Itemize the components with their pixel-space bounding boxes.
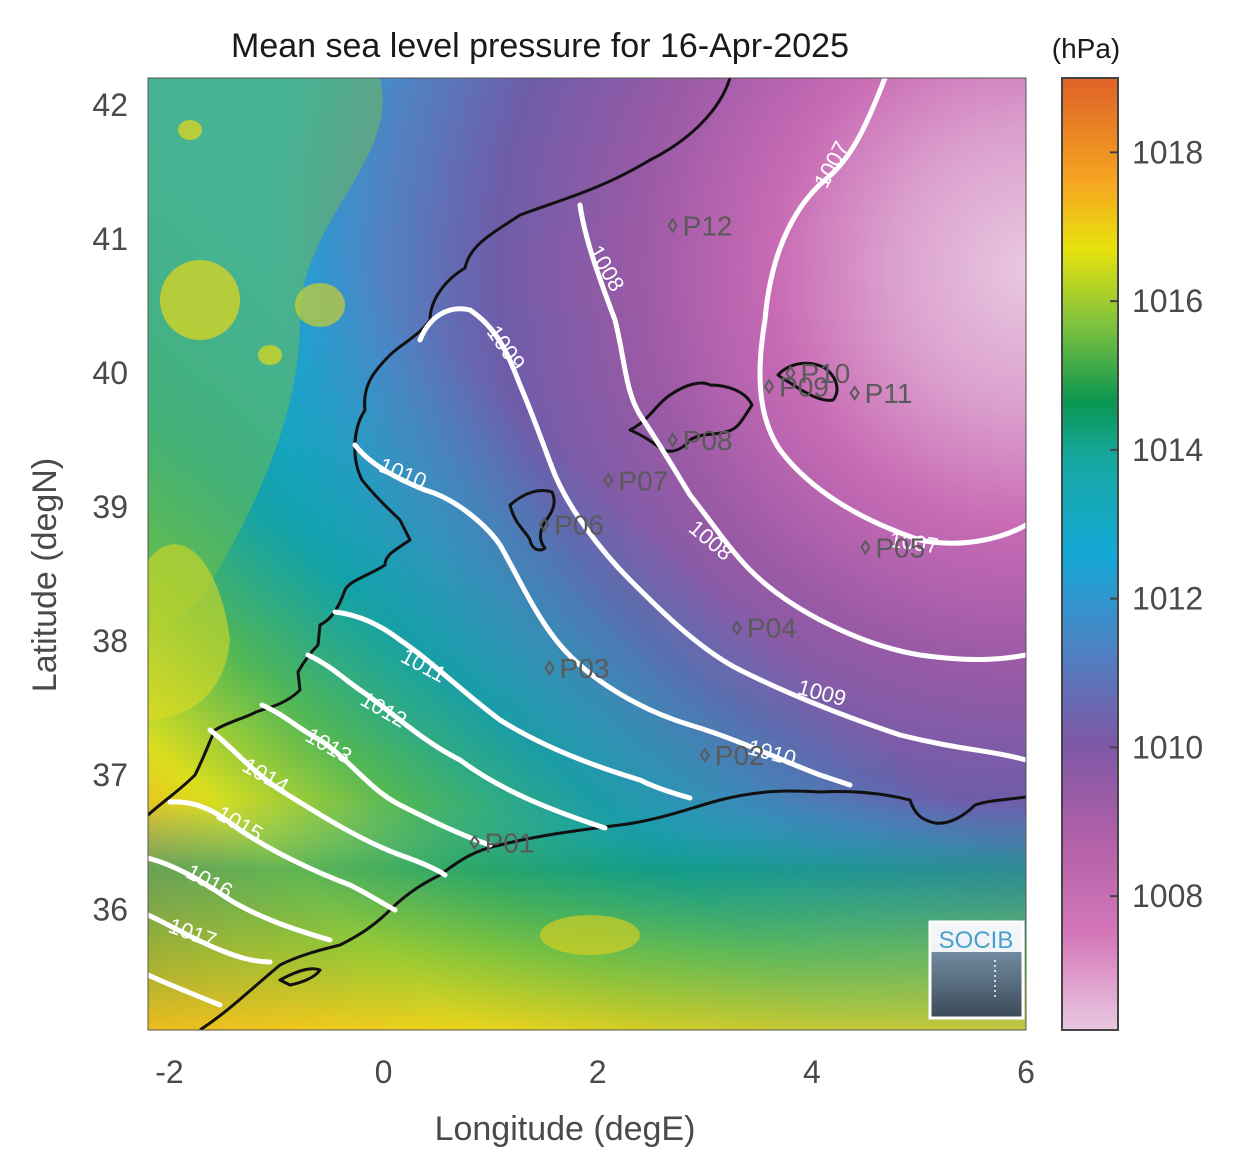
y-axis-label: Latitude (degN) xyxy=(26,458,64,692)
station-p05[interactable]: P05 xyxy=(860,532,925,563)
y-tick-label: 42 xyxy=(92,87,128,123)
isobar-1018 xyxy=(148,972,223,1008)
station-p02[interactable]: P02 xyxy=(699,740,765,771)
station-p07[interactable]: P07 xyxy=(603,465,668,496)
isobar-1012 xyxy=(305,652,608,831)
isobar-1013 xyxy=(259,702,493,848)
station-label: P03 xyxy=(560,653,610,684)
iberia-coastline xyxy=(148,78,732,817)
station-marker-icon xyxy=(731,619,743,636)
station-label: P11 xyxy=(865,378,913,409)
colorbar-tick-label: 1008 xyxy=(1132,878,1203,914)
x-tick-label: 4 xyxy=(803,1054,821,1090)
station-marker-icon xyxy=(763,378,775,395)
africa-coastline xyxy=(199,789,1026,1030)
pressure-field: 1007 1007 1008 1008 1009 1009 1010 1010 … xyxy=(148,78,1026,1030)
isobar-1017 xyxy=(148,912,273,965)
y-tick-label: 40 xyxy=(92,355,128,391)
station-marker-icon xyxy=(849,385,860,401)
y-tick-label: 41 xyxy=(92,221,128,257)
small-island-coastline xyxy=(278,967,322,987)
colorbar: (hPa) 1018 1016 1014 1012 1010 1008 xyxy=(1052,33,1203,1031)
ibiza-coastline xyxy=(508,489,556,552)
x-tick-label: 6 xyxy=(1017,1054,1035,1090)
map-title: Mean sea level pressure for 16-Apr-2025 xyxy=(231,27,849,65)
menorca-coastline xyxy=(776,361,839,402)
isobar-1009 xyxy=(417,306,1026,763)
colorbar-gradient xyxy=(1061,77,1119,1031)
station-marker-icon xyxy=(469,834,480,851)
x-tick-label: 2 xyxy=(589,1054,607,1090)
station-marker-icon xyxy=(667,432,678,448)
y-tick-label: 38 xyxy=(92,623,128,659)
station-marker-icon xyxy=(538,516,550,533)
colorbar-unit: (hPa) xyxy=(1052,33,1120,64)
y-tick-label: 37 xyxy=(92,757,128,793)
station-p01[interactable]: P01 xyxy=(469,827,535,858)
isobar-1016 xyxy=(148,855,333,943)
station-p06[interactable]: P06 xyxy=(538,510,604,541)
station-label: P08 xyxy=(683,425,733,456)
isobar-1014 xyxy=(207,727,448,878)
isobars xyxy=(148,78,1026,1008)
isobar-1011 xyxy=(332,609,693,801)
station-p10[interactable]: P10 xyxy=(785,358,850,389)
station-label: P05 xyxy=(875,532,925,563)
colorbar-ticks: 1018 1016 1014 1012 1010 1008 xyxy=(1110,134,1203,914)
station-p12[interactable]: P12 xyxy=(667,210,733,241)
station-label: P02 xyxy=(715,740,765,771)
y-axis-ticks: 42 41 40 39 38 37 36 xyxy=(92,87,128,928)
colorbar-tick-label: 1016 xyxy=(1132,283,1203,319)
station-label: P10 xyxy=(800,358,850,389)
station-marker-icon xyxy=(699,747,710,763)
isobar-1007 xyxy=(757,78,1026,546)
station-marker-icon xyxy=(603,472,614,489)
station-label: P01 xyxy=(485,827,535,858)
station-p03[interactable]: P03 xyxy=(544,653,610,684)
socib-logo-text: SOCIB xyxy=(939,927,1014,954)
colorbar-tick-label: 1018 xyxy=(1132,134,1203,170)
x-tick-label: 0 xyxy=(375,1054,393,1090)
colorbar-tick-label: 1010 xyxy=(1132,729,1203,765)
x-tick-label: -2 xyxy=(155,1054,183,1090)
station-marker-icon xyxy=(860,539,871,556)
station-label: P09 xyxy=(779,371,829,402)
colorbar-tick-label: 1012 xyxy=(1132,581,1203,617)
station-label: P12 xyxy=(683,210,733,241)
station-p08[interactable]: P08 xyxy=(667,425,733,456)
map-frame xyxy=(147,77,1027,1031)
x-axis-ticks: -2 0 2 4 6 xyxy=(155,1054,1035,1090)
station-p04[interactable]: P04 xyxy=(731,613,797,644)
isobar-1008 xyxy=(577,202,1026,663)
station-p11[interactable]: P11 xyxy=(849,378,913,409)
station-label: P07 xyxy=(618,465,668,496)
station-label: P06 xyxy=(554,510,604,541)
socib-logo: SOCIB xyxy=(928,920,1025,1020)
y-tick-label: 36 xyxy=(92,891,128,927)
station-marker-icon xyxy=(544,660,555,676)
isobar-1015 xyxy=(167,799,398,913)
station-marker-icon xyxy=(667,217,678,234)
isobar-1010 xyxy=(352,442,853,788)
station-p09[interactable]: P09 xyxy=(763,371,829,402)
x-axis-label: Longitude (degE) xyxy=(435,1110,696,1148)
y-tick-label: 39 xyxy=(92,489,128,525)
station-label: P04 xyxy=(747,613,797,644)
colorbar-tick-label: 1014 xyxy=(1132,432,1203,468)
station-marker-icon xyxy=(785,365,796,381)
